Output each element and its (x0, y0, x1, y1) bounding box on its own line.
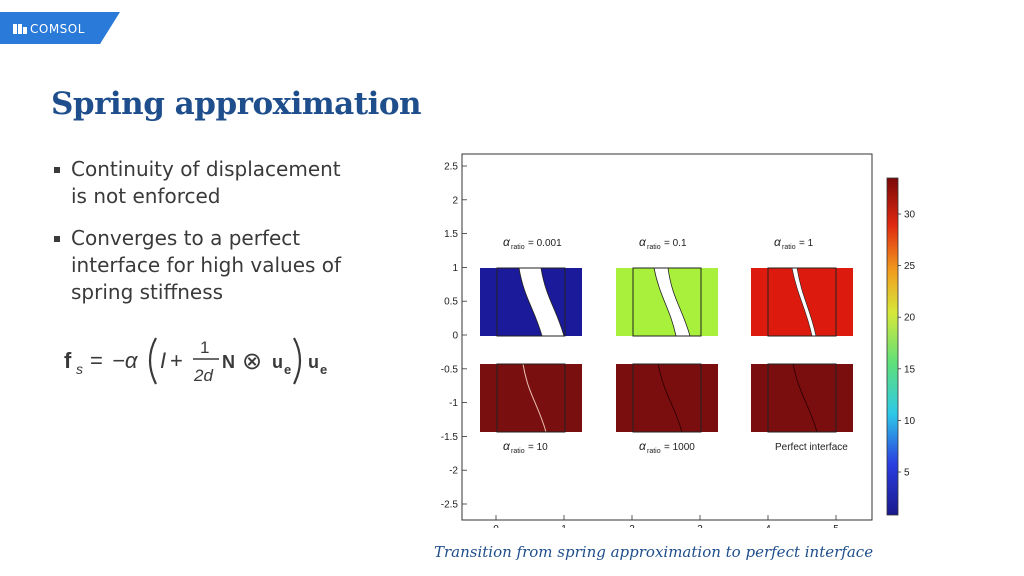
alpha-subscript: ratio (782, 244, 796, 251)
x-tick-label: 3 (697, 524, 703, 528)
logo-banner (0, 12, 120, 44)
colorbar-tick-label: 30 (904, 210, 916, 221)
panel-alpha-0.001 (480, 267, 582, 337)
bullet-item: Converges to a perfect interface for hig… (54, 225, 374, 306)
y-tick-label: 2 (452, 195, 458, 206)
simulation-figure: 2.5 2 1.5 1 0.5 0 -0.5 -1 -1.5 -2 -2.5 0 1 2 3 4 5 α ra… (441, 153, 916, 528)
panel-alpha-1000 (616, 363, 718, 433)
y-tick-label: -1 (449, 398, 458, 409)
alpha-value-label: = 0.001 (528, 238, 562, 249)
colorbar-tick-label: 15 (904, 364, 916, 375)
x-tick-label: 5 (833, 524, 839, 528)
y-tick-label: -0.5 (441, 364, 459, 375)
bullet-square-icon (54, 167, 60, 173)
y-tick-label: -2 (449, 466, 458, 477)
panel-perfect-interface (751, 363, 853, 433)
formula-u: u (308, 352, 319, 372)
alpha-subscript: ratio (511, 448, 525, 455)
comsol-logo-icon (13, 24, 27, 34)
x-tick-label: 2 (629, 524, 635, 528)
formula-u: u (272, 352, 283, 372)
alpha-subscript: ratio (647, 448, 661, 455)
bullet-text: is not enforced (71, 184, 221, 208)
bullet-item: Continuity of displacement is not enforc… (54, 156, 374, 210)
alpha-symbol: α (503, 439, 511, 453)
alpha-value-label: = 0.1 (664, 238, 687, 249)
y-tick-label: -2.5 (441, 500, 459, 511)
y-tick-label: 2.5 (444, 162, 458, 173)
panel-alpha-1 (751, 267, 853, 337)
bullet-text: Converges to a perfect (71, 226, 301, 250)
y-tick-label: 1.5 (444, 229, 458, 240)
colorbar-tick-label: 5 (904, 468, 910, 479)
x-tick-label: 1 (561, 524, 567, 528)
colorbar-ticks: 30 25 20 15 10 5 (898, 210, 916, 479)
perfect-interface-label: Perfect interface (775, 442, 848, 453)
y-tick-label: 0.5 (444, 297, 458, 308)
bullet-square-icon (54, 236, 60, 242)
formula-identity: I (160, 348, 166, 373)
x-tick-label: 0 (493, 524, 499, 528)
formula-plus: + (170, 348, 183, 373)
formula-sub-s: s (76, 361, 83, 377)
alpha-symbol: α (503, 235, 511, 249)
logo-text: COMSOL (30, 22, 85, 36)
colorbar-tick-label: 20 (904, 313, 916, 324)
colorbar-tick-label: 10 (904, 416, 916, 427)
spring-force-formula: f s = −α I + 1 2d N ⊗ u e u e (64, 337, 327, 385)
plot-frame (461, 153, 873, 521)
alpha-subscript: ratio (511, 244, 525, 251)
formula-otimes: ⊗ (242, 348, 262, 375)
formula-minus-alpha: −α (112, 348, 139, 373)
formula-sub-e: e (320, 362, 327, 377)
bullet-text: Continuity of displacement (71, 157, 341, 181)
alpha-value-label: = 10 (528, 442, 548, 453)
y-tick-label: 0 (452, 331, 458, 342)
y-tick-label: 1 (452, 263, 458, 274)
bullet-text: spring stiffness (71, 280, 224, 304)
page-title: Spring approximation (51, 86, 422, 122)
alpha-symbol: α (639, 439, 647, 453)
colorbar (886, 177, 899, 516)
alpha-value-label: = 1 (799, 238, 814, 249)
x-axis: 0 1 2 3 4 5 (493, 515, 839, 528)
alpha-symbol: α (774, 235, 782, 249)
panel-alpha-10 (480, 363, 582, 433)
formula-eq: = (90, 348, 103, 373)
colorbar-tick-label: 25 (904, 261, 916, 272)
formula-f: f (64, 348, 72, 373)
bullet-list: Continuity of displacement is not enforc… (54, 156, 374, 321)
figure-caption: Transition from spring approximation to … (434, 543, 874, 561)
bullet-text: interface for high values of (71, 253, 342, 277)
panel-alpha-0.1 (616, 267, 718, 337)
alpha-symbol: α (639, 235, 647, 249)
formula-denominator: 2d (193, 366, 213, 385)
formula-sub-e: e (284, 362, 291, 377)
x-tick-label: 4 (765, 524, 771, 528)
formula-numerator: 1 (200, 338, 209, 357)
y-axis: 2.5 2 1.5 1 0.5 0 -0.5 -1 -1.5 -2 -2.5 (441, 162, 467, 511)
alpha-subscript: ratio (647, 244, 661, 251)
y-tick-label: -1.5 (441, 432, 459, 443)
alpha-value-label: = 1000 (664, 442, 695, 453)
formula-N: N (222, 352, 235, 372)
